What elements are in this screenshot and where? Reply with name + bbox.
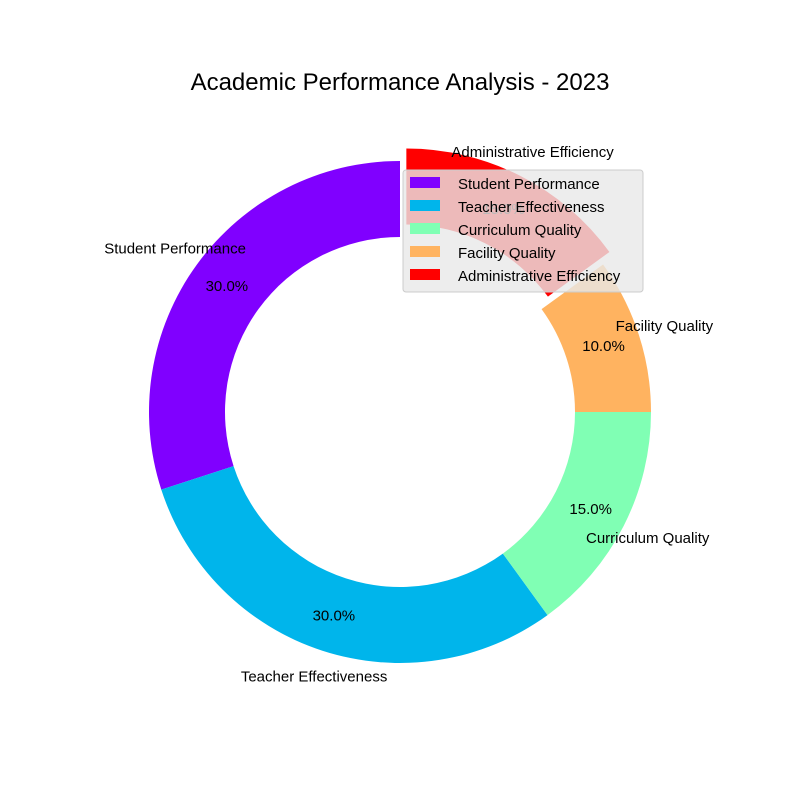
legend-label-curriculum-quality: Curriculum Quality — [458, 222, 582, 239]
slice-teacher-effectiveness — [161, 466, 548, 663]
legend-box — [402, 169, 644, 293]
legend-swatch-curriculum-quality — [410, 223, 440, 234]
category-labels: Student Performance Teacher Effectiveness… — [104, 144, 713, 686]
slice-label-teacher-effectiveness: Teacher Effectiveness — [241, 668, 387, 685]
slice-facility-quality — [541, 264, 651, 412]
legend-label-student-performance: Student Performance — [458, 176, 600, 193]
legend-label-teacher-effectiveness: Teacher Effectiveness — [458, 199, 604, 216]
slice-curriculum-quality — [502, 412, 651, 616]
slice-label-curriculum-quality: Curriculum Quality — [586, 530, 710, 547]
slice-student-performance — [148, 161, 400, 490]
pct-label-curriculum-quality: 15.0% — [569, 501, 612, 518]
chart-title: Academic Performance Analysis - 2023 — [191, 69, 610, 96]
legend: Student Performance Teacher Effectiveness… — [402, 169, 644, 293]
pct-label-facility-quality: 10.0% — [582, 338, 625, 355]
legend-swatch-administrative-efficiency — [410, 269, 440, 280]
slice-label-administrative-efficiency: Administrative Efficiency — [451, 144, 614, 161]
pct-label-student-performance: 30.0% — [206, 278, 249, 295]
legend-swatch-facility-quality — [410, 246, 440, 257]
slice-label-student-performance: Student Performance — [104, 241, 246, 258]
pct-label-teacher-effectiveness: 30.0% — [313, 608, 356, 625]
legend-swatch-student-performance — [410, 177, 440, 188]
slice-label-facility-quality: Facility Quality — [616, 318, 714, 335]
legend-swatch-teacher-effectiveness — [410, 200, 440, 211]
legend-label-administrative-efficiency: Administrative Efficiency — [458, 268, 621, 285]
legend-label-facility-quality: Facility Quality — [458, 245, 556, 262]
